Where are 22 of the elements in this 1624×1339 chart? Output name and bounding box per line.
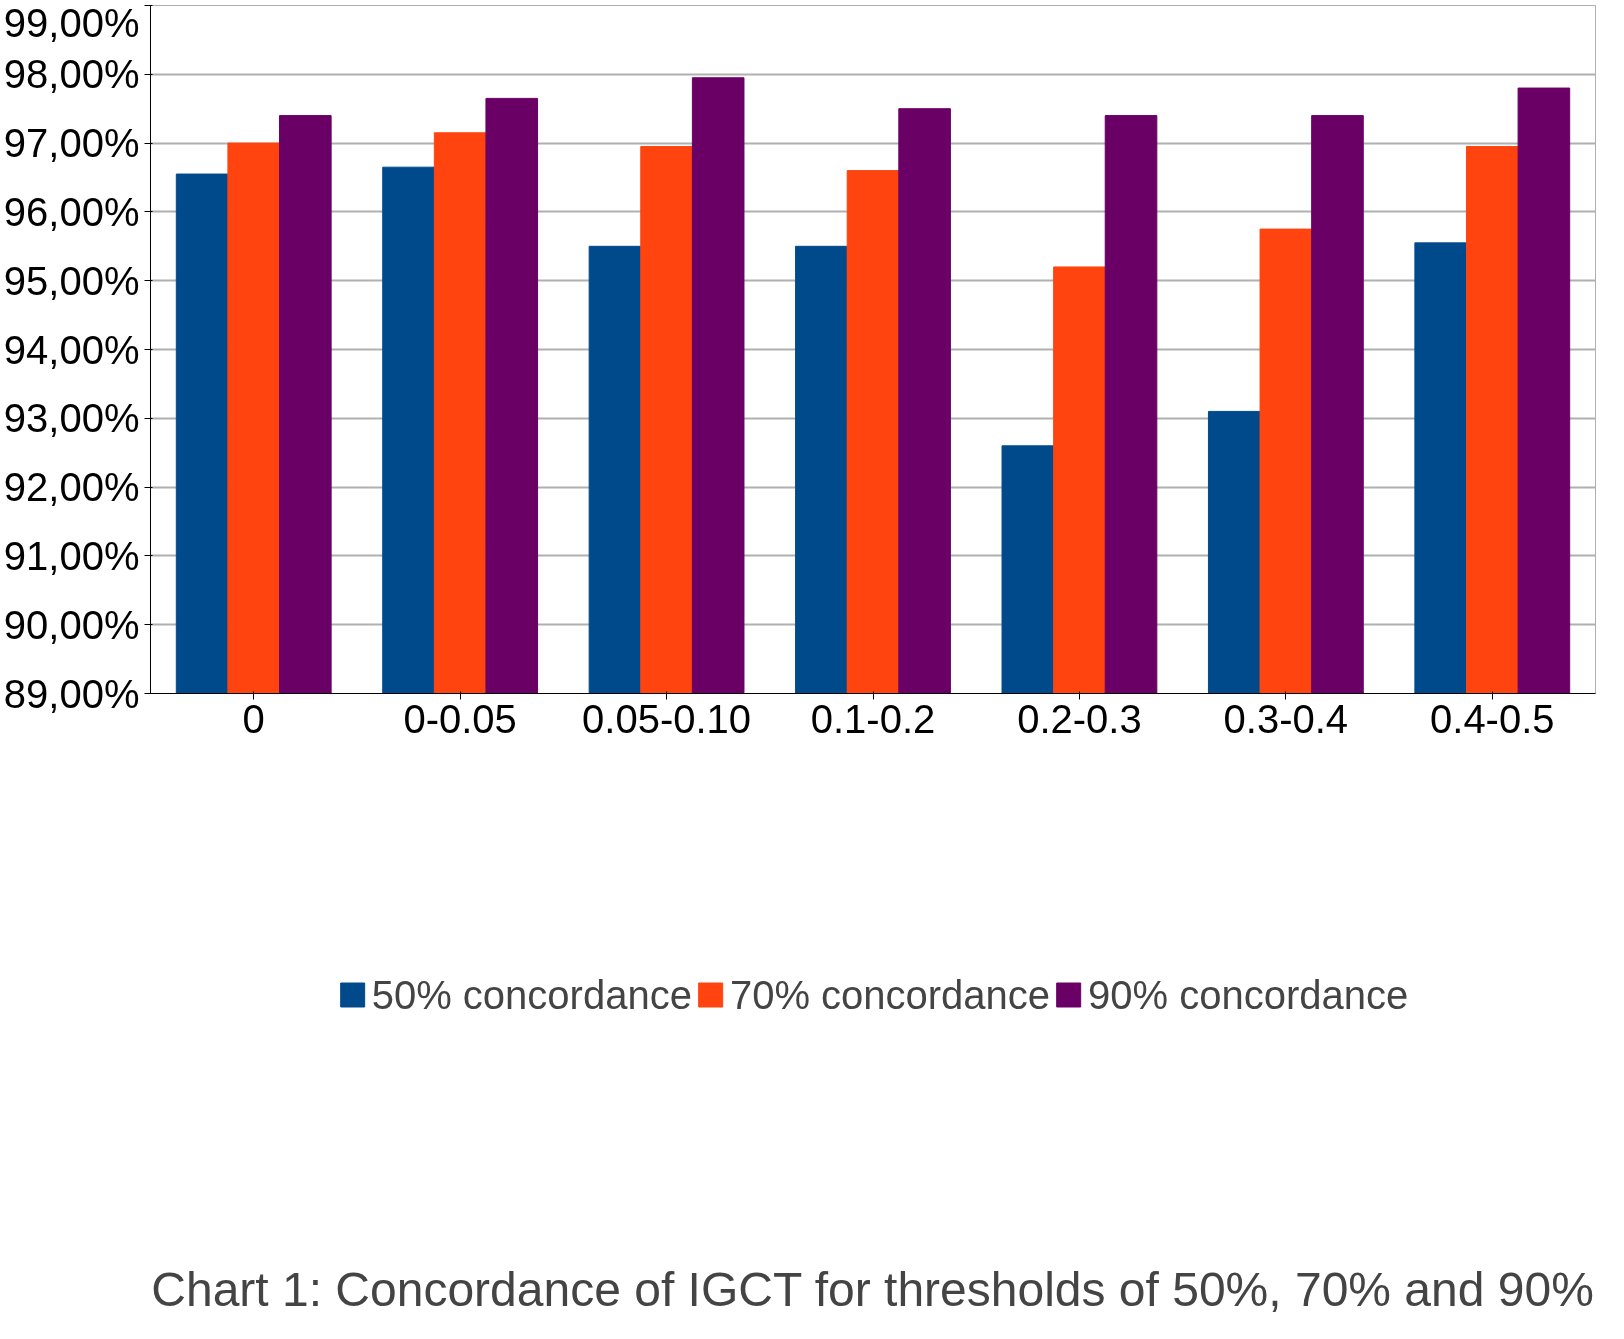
y-tick-label: 97,00% [3, 121, 140, 166]
x-tick-label: 0.2-0.3 [1017, 696, 1142, 741]
legend-label: 90% concordance [1088, 972, 1409, 1018]
x-tick-label: 0.1-0.2 [810, 696, 936, 741]
legend-label: 50% concordance [371, 972, 692, 1018]
y-tick-label: 92,00% [3, 465, 140, 510]
y-tick-label: 91,00% [3, 533, 140, 578]
y-tick-label: 94,00% [3, 327, 140, 372]
y-tick-label: 99,00% [3, 0, 140, 45]
y-tick-label: 98,00% [3, 52, 140, 97]
x-tick-label: 0.05-0.10 [582, 696, 752, 741]
y-tick-label: 93,00% [3, 396, 140, 441]
x-tick-label: 0.4-0.5 [1430, 696, 1555, 741]
legend-label: 70% concordance [729, 972, 1051, 1018]
y-tick-label: 96,00% [3, 189, 140, 234]
y-tick-label: 90,00% [3, 602, 140, 647]
x-tick-label: 0 [242, 696, 265, 741]
x-tick-label: 0-0.05 [403, 696, 517, 741]
x-tick-label: 0.3-0.4 [1223, 696, 1349, 741]
y-tick-label: 95,00% [3, 258, 140, 303]
text: Chart 1: Concordance of IGCT for thresholds of 50%, 70% and 90% [151, 1262, 1594, 1316]
y-tick-label: 89,00% [3, 671, 140, 716]
